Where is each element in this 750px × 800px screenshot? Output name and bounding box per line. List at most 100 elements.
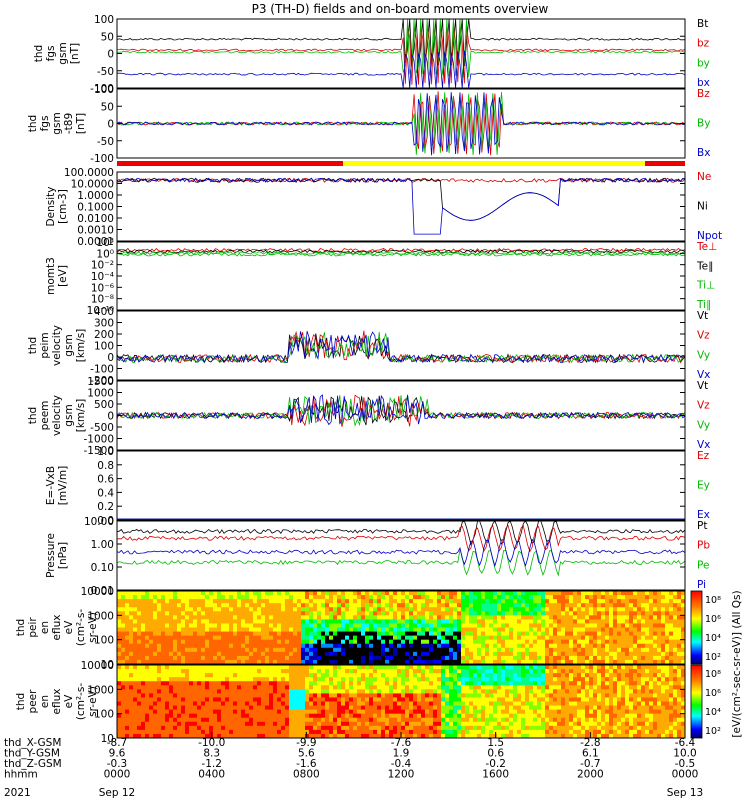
spectrogram-cell: [489, 631, 494, 637]
spectrogram-cell: [389, 659, 394, 665]
spectrogram-cell: [561, 655, 566, 661]
spectrogram-cell: [277, 677, 282, 682]
spectrogram-cell: [653, 655, 658, 661]
spectrogram-cell: [545, 611, 550, 616]
spectrogram-cell: [141, 709, 146, 715]
spectrogram-cell: [277, 595, 282, 600]
spectrogram-cell: [545, 665, 550, 670]
spectrogram-cell: [153, 705, 158, 711]
spectrogram-cell: [449, 635, 454, 641]
spectrogram-cell: [345, 591, 350, 596]
spectrogram-cell: [413, 599, 418, 604]
spectrogram-cell: [521, 733, 526, 739]
spectrogram-cell: [241, 673, 246, 678]
spectrogram-cell: [157, 599, 162, 604]
spectrogram-cell: [489, 599, 494, 604]
spectrogram-cell: [497, 721, 502, 727]
spectrogram-cell: [421, 689, 426, 694]
spectrogram-cell: [121, 721, 126, 727]
spectrogram-cell: [473, 651, 478, 657]
spectrogram-cell: [269, 685, 274, 690]
spectrogram-cell: [421, 705, 426, 711]
spectrogram-cell: [545, 631, 550, 637]
spectrogram-cell: [225, 599, 230, 604]
y-tick-label: 0.0: [97, 515, 114, 527]
spectrogram-cell: [601, 643, 606, 649]
spectrogram-cell: [605, 623, 610, 628]
spectrogram-cell: [469, 681, 474, 686]
spectrogram-cell: [521, 623, 526, 628]
spectrogram-cell: [153, 721, 158, 727]
spectrogram-cell: [349, 725, 354, 731]
spectrogram-cell: [213, 669, 218, 674]
spectrogram-cell: [505, 709, 510, 715]
spectrogram-cell: [297, 627, 302, 632]
spectrogram-cell: [557, 681, 562, 686]
spectrogram-cell: [221, 681, 226, 686]
spectrogram-cell: [189, 693, 194, 698]
spectrogram-cell: [609, 611, 614, 616]
spectrogram-cell: [561, 697, 566, 702]
spectrogram-cell: [437, 639, 442, 645]
spectrogram-cell: [681, 643, 686, 649]
y-axis-label: Pressure [nPa]: [45, 533, 69, 578]
y-tick-label: -1000: [83, 434, 114, 446]
spectrogram-cell: [269, 647, 274, 653]
spectrogram-cell: [609, 595, 614, 600]
spectrogram-cell: [373, 623, 378, 628]
spectrogram-cell: [305, 725, 310, 731]
spectrogram-cell: [193, 681, 198, 686]
spectrogram-cell: [461, 607, 466, 612]
spectrogram-cell: [405, 709, 410, 715]
spectrogram-cell: [185, 643, 190, 649]
spectrogram-cell: [473, 603, 478, 608]
spectrogram-cell: [433, 631, 438, 637]
spectrogram-cell: [513, 673, 518, 678]
spectrogram-cell: [321, 607, 326, 612]
spectrogram-cell: [589, 639, 594, 645]
spectrogram-cell: [577, 701, 582, 706]
spectrogram-cell: [217, 677, 222, 682]
spectrogram-cell: [209, 639, 214, 645]
spectrogram-cell: [393, 681, 398, 686]
spectrogram-cell: [665, 631, 670, 637]
spectrogram-cell: [181, 713, 186, 719]
spectrogram-cell: [401, 651, 406, 657]
spectrogram-cell: [353, 665, 358, 670]
spectrogram-cell: [561, 733, 566, 739]
spectrogram-cell: [625, 599, 630, 604]
spectrogram-cell: [185, 701, 190, 706]
spectrogram-cell: [657, 639, 662, 645]
spectrogram-cell: [169, 701, 174, 706]
spectrogram-cell: [173, 709, 178, 715]
spectrogram-cell: [577, 619, 582, 624]
spectrogram-cell: [225, 677, 230, 682]
spectrogram-cell: [525, 681, 530, 686]
spectrogram-cell: [237, 627, 242, 632]
spectrogram-cell: [657, 627, 662, 632]
spectrogram-cell: [301, 709, 306, 715]
spectrogram-cell: [557, 729, 562, 735]
spectrogram-cell: [225, 627, 230, 632]
spectrogram-cell: [149, 669, 154, 674]
spectrogram-cell: [117, 615, 122, 620]
spectrogram-cell: [481, 681, 486, 686]
spectrogram-cell: [565, 599, 570, 604]
spectrogram-cell: [405, 591, 410, 596]
spectrogram-cell: [381, 627, 386, 632]
spectrogram-cell: [553, 693, 558, 698]
spectrogram-cell: [657, 611, 662, 616]
spectrogram-cell: [321, 643, 326, 649]
spectrogram-cell: [393, 697, 398, 702]
spectrogram-cell: [445, 669, 450, 674]
spectrogram-cell: [157, 655, 162, 661]
spectrogram-cell: [425, 721, 430, 727]
spectrogram-cell: [125, 595, 130, 600]
spectrogram-cell: [293, 639, 298, 645]
spectrogram-cell: [393, 627, 398, 632]
spectrogram-cell: [169, 631, 174, 637]
spectrogram-cell: [425, 595, 430, 600]
y-tick-label: 500: [94, 399, 114, 411]
spectrogram-cell: [609, 591, 614, 596]
spectrogram-cell: [365, 639, 370, 645]
